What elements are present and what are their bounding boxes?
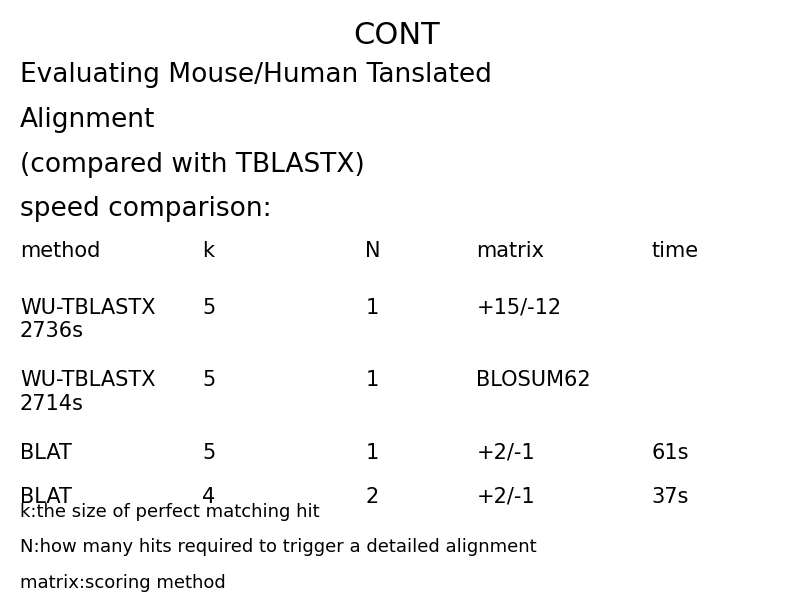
- Text: 5: 5: [202, 443, 216, 463]
- Text: WU-TBLASTX: WU-TBLASTX: [20, 298, 156, 318]
- Text: +2/-1: +2/-1: [476, 487, 535, 507]
- Text: 5: 5: [202, 370, 216, 390]
- Text: (compared with TBLASTX): (compared with TBLASTX): [20, 152, 364, 178]
- Text: Alignment: Alignment: [20, 107, 155, 133]
- Text: WU-TBLASTX: WU-TBLASTX: [20, 370, 156, 390]
- Text: k: k: [202, 241, 214, 261]
- Text: 1: 1: [365, 443, 379, 463]
- Text: BLAT: BLAT: [20, 487, 71, 507]
- Text: 2: 2: [365, 487, 379, 507]
- Text: 2736s: 2736s: [20, 321, 84, 342]
- Text: N: N: [365, 241, 381, 261]
- Text: 1: 1: [365, 298, 379, 318]
- Text: speed comparison:: speed comparison:: [20, 196, 272, 223]
- Text: time: time: [651, 241, 698, 261]
- Text: 37s: 37s: [651, 487, 688, 507]
- Text: +2/-1: +2/-1: [476, 443, 535, 463]
- Text: BLAT: BLAT: [20, 443, 71, 463]
- Text: 5: 5: [202, 298, 216, 318]
- Text: 61s: 61s: [651, 443, 688, 463]
- Text: 2714s: 2714s: [20, 394, 83, 414]
- Text: 4: 4: [202, 487, 216, 507]
- Text: method: method: [20, 241, 100, 261]
- Text: matrix: matrix: [476, 241, 545, 261]
- Text: N:how many hits required to trigger a detailed alignment: N:how many hits required to trigger a de…: [20, 538, 537, 556]
- Text: +15/-12: +15/-12: [476, 298, 561, 318]
- Text: BLOSUM62: BLOSUM62: [476, 370, 591, 390]
- Text: matrix:scoring method: matrix:scoring method: [20, 574, 225, 592]
- Text: k:the size of perfect matching hit: k:the size of perfect matching hit: [20, 503, 319, 521]
- Text: CONT: CONT: [353, 21, 441, 50]
- Text: 1: 1: [365, 370, 379, 390]
- Text: Evaluating Mouse/Human Tanslated: Evaluating Mouse/Human Tanslated: [20, 62, 491, 89]
